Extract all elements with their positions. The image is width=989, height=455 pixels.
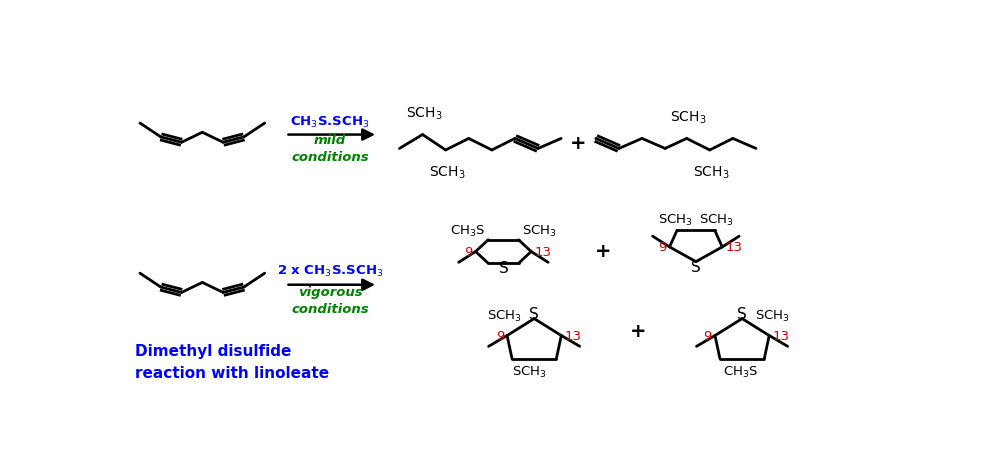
Text: Dimethyl disulfide
reaction with linoleate: Dimethyl disulfide reaction with linolea… xyxy=(135,344,329,380)
Text: SCH$_3$: SCH$_3$ xyxy=(487,308,521,324)
Text: +: + xyxy=(630,322,647,341)
Text: SCH$_3$: SCH$_3$ xyxy=(658,212,693,228)
Text: 13: 13 xyxy=(534,246,551,258)
Text: SCH$_3$: SCH$_3$ xyxy=(521,223,557,238)
Text: +: + xyxy=(595,241,612,260)
Text: SCH$_3$: SCH$_3$ xyxy=(699,212,734,228)
Text: S: S xyxy=(529,306,539,321)
Text: 9: 9 xyxy=(464,246,473,258)
Text: 13: 13 xyxy=(565,329,582,342)
Text: CH$_3$S: CH$_3$S xyxy=(450,223,485,238)
Text: 9: 9 xyxy=(495,329,504,342)
Text: CH$_3$S.SCH$_3$: CH$_3$S.SCH$_3$ xyxy=(291,115,370,130)
Text: S: S xyxy=(691,259,701,274)
Text: SCH$_3$: SCH$_3$ xyxy=(755,308,790,324)
Text: SCH$_3$: SCH$_3$ xyxy=(693,164,730,181)
Text: S: S xyxy=(737,306,747,321)
Text: +: + xyxy=(570,133,586,152)
Text: 2 x CH$_3$S.SCH$_3$: 2 x CH$_3$S.SCH$_3$ xyxy=(277,263,384,278)
Text: SCH$_3$: SCH$_3$ xyxy=(405,105,442,121)
Text: 9: 9 xyxy=(658,241,667,254)
Text: mild
conditions: mild conditions xyxy=(292,133,369,163)
Text: 13: 13 xyxy=(725,241,743,254)
Text: SCH$_3$: SCH$_3$ xyxy=(429,164,466,181)
Text: 9: 9 xyxy=(703,329,712,342)
Text: SCH$_3$: SCH$_3$ xyxy=(670,109,706,125)
Text: vigorous
conditions: vigorous conditions xyxy=(292,285,369,315)
Text: 13: 13 xyxy=(772,329,789,342)
Text: SCH$_3$: SCH$_3$ xyxy=(512,364,547,379)
Text: S: S xyxy=(498,260,508,275)
Text: CH$_3$S: CH$_3$S xyxy=(723,364,759,379)
